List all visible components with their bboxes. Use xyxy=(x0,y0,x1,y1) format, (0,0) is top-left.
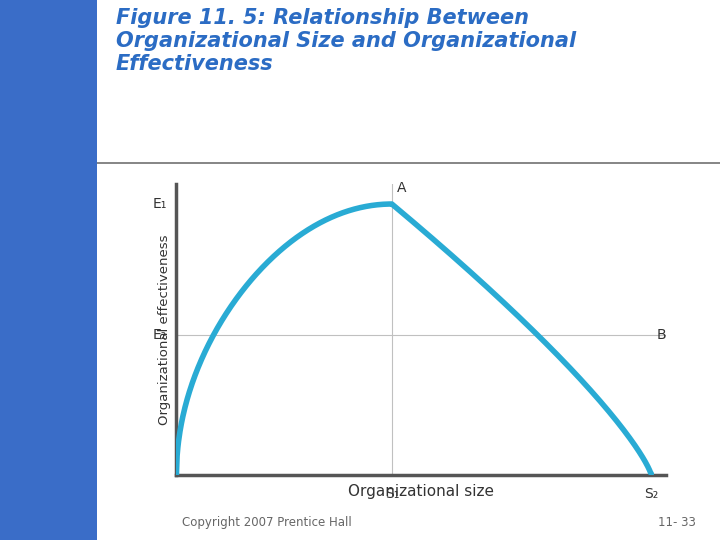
Text: Copyright 2007 Prentice Hall: Copyright 2007 Prentice Hall xyxy=(181,516,351,529)
Text: 11- 33: 11- 33 xyxy=(658,516,696,529)
Text: S₁: S₁ xyxy=(384,487,399,501)
Text: E₂: E₂ xyxy=(153,328,166,342)
Text: B: B xyxy=(656,328,666,342)
Text: A: A xyxy=(397,181,406,195)
X-axis label: Organizational size: Organizational size xyxy=(348,483,494,498)
Text: S₂: S₂ xyxy=(644,487,658,501)
Text: E₁: E₁ xyxy=(152,197,166,211)
Text: Figure 11. 5: Relationship Between
Organizational Size and Organizational
Effect: Figure 11. 5: Relationship Between Organ… xyxy=(116,8,576,75)
Y-axis label: Organizational effectiveness: Organizational effectiveness xyxy=(158,234,171,424)
